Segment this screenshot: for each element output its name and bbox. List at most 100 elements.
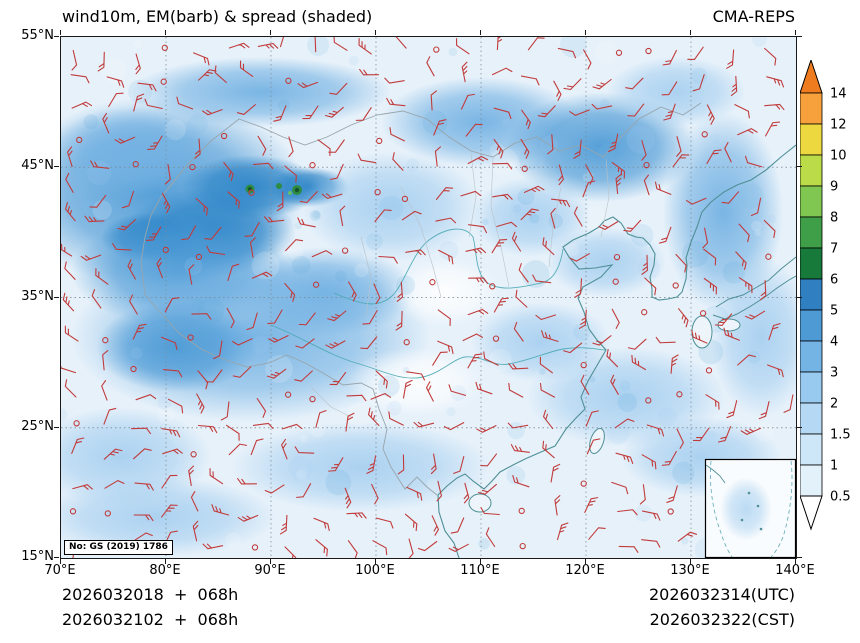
wind-barb	[456, 38, 470, 55]
wind-barb	[198, 69, 217, 81]
spread-speckle	[128, 79, 152, 104]
wind-barb	[279, 37, 292, 48]
wind-barb	[692, 74, 705, 92]
spread-speckle	[598, 143, 615, 160]
wind-barb	[569, 109, 590, 116]
wind-barb	[542, 409, 554, 430]
wind-barb	[284, 282, 296, 302]
wind-barb	[294, 446, 315, 454]
calm-wind-circle	[132, 161, 139, 168]
wind-barb	[692, 427, 710, 442]
y-tick-label: 45°N	[21, 158, 54, 174]
wind-barb	[117, 219, 136, 231]
y-tick-label: 25°N	[21, 418, 54, 434]
x-tick-label: 130°E	[670, 563, 710, 578]
wind-barb	[80, 254, 102, 261]
wind-barb	[223, 161, 234, 182]
wind-barb	[359, 68, 380, 76]
wind-barb	[463, 482, 470, 504]
spread-speckle	[583, 206, 608, 231]
wind-barb	[395, 37, 407, 49]
spread-speckle	[682, 240, 709, 268]
wind-barb	[483, 351, 499, 366]
wind-barb	[714, 313, 733, 327]
wind-barb	[662, 49, 677, 66]
wind-barb	[737, 128, 758, 136]
wind-barb	[496, 221, 518, 228]
wind-barb	[97, 51, 105, 72]
spread-speckle	[87, 160, 112, 185]
wind-barb	[213, 340, 223, 360]
spread-speckle	[657, 407, 677, 427]
calm-wind-circle	[701, 131, 708, 138]
wind-barb	[279, 514, 288, 535]
wind-barb	[436, 480, 443, 502]
wind-barb	[705, 394, 720, 410]
spread-speckle	[439, 241, 459, 261]
wind-barb	[386, 97, 406, 107]
wind-barb	[176, 96, 194, 110]
wind-barb	[250, 438, 264, 456]
model-name: CMA-REPS	[712, 7, 795, 26]
calm-wind-circle	[341, 247, 349, 254]
wind-barb	[496, 37, 505, 51]
wind-barb	[585, 410, 599, 427]
spread-speckle	[619, 380, 631, 392]
wind-barb	[264, 484, 285, 494]
wind-barb	[703, 248, 717, 266]
wind-barb	[608, 133, 619, 152]
wind-barb	[161, 192, 171, 214]
wind-barb	[156, 257, 163, 279]
spread-speckle	[197, 297, 225, 325]
x-tick-label: 110°E	[460, 563, 500, 578]
calm-wind-circle	[705, 367, 713, 374]
y-tick-mark	[797, 36, 802, 37]
colorbar-segment	[800, 371, 823, 404]
wind-barb	[734, 104, 750, 119]
wind-barb	[508, 363, 529, 370]
spread-speckle	[600, 98, 610, 109]
wind-barb	[550, 463, 561, 483]
wind-barb	[539, 356, 553, 374]
wind-barb	[461, 61, 468, 83]
wind-barb	[396, 281, 403, 302]
wind-barb	[194, 138, 201, 159]
wind-barb	[617, 509, 638, 516]
wind-barb	[465, 123, 483, 137]
coastline-korea-ne	[603, 144, 796, 301]
plot-area	[60, 36, 797, 559]
spread-speckle	[291, 255, 311, 275]
x-tick-label: 120°E	[565, 563, 605, 578]
wind-barb	[347, 540, 358, 558]
high-spread-spots	[245, 183, 302, 195]
colorbar-under-arrow	[800, 495, 823, 531]
calm-wind-circle	[376, 137, 383, 145]
y-tick-mark	[54, 426, 59, 428]
wind-barb	[252, 422, 274, 429]
wind-barb	[95, 268, 109, 285]
spread-speckle	[691, 67, 708, 84]
wind-barb	[129, 294, 138, 315]
colorbar-segment	[800, 433, 823, 466]
wind-barb	[610, 374, 619, 395]
wind-barb	[508, 382, 524, 398]
wind-barb	[475, 381, 493, 395]
colorbar-over-arrow	[800, 60, 823, 94]
calm-wind-circle	[613, 253, 621, 261]
wind-barb	[666, 485, 678, 504]
y-tick-label: 35°N	[21, 288, 54, 304]
colorbar-label: 2	[830, 397, 838, 412]
wind-barb	[188, 264, 195, 285]
wind-barb	[388, 411, 404, 426]
wind-barb	[670, 354, 679, 374]
wind-barb	[687, 46, 704, 60]
wind-barb	[462, 333, 483, 342]
wind-barb	[563, 78, 582, 91]
spread-speckle	[233, 338, 257, 362]
wind-barb	[592, 78, 612, 90]
wind-barb	[102, 350, 109, 371]
spread-speckle	[672, 461, 695, 485]
wind-barb	[297, 217, 316, 228]
y-tick-label: 15°N	[21, 549, 54, 564]
spread-speckle	[287, 244, 304, 260]
